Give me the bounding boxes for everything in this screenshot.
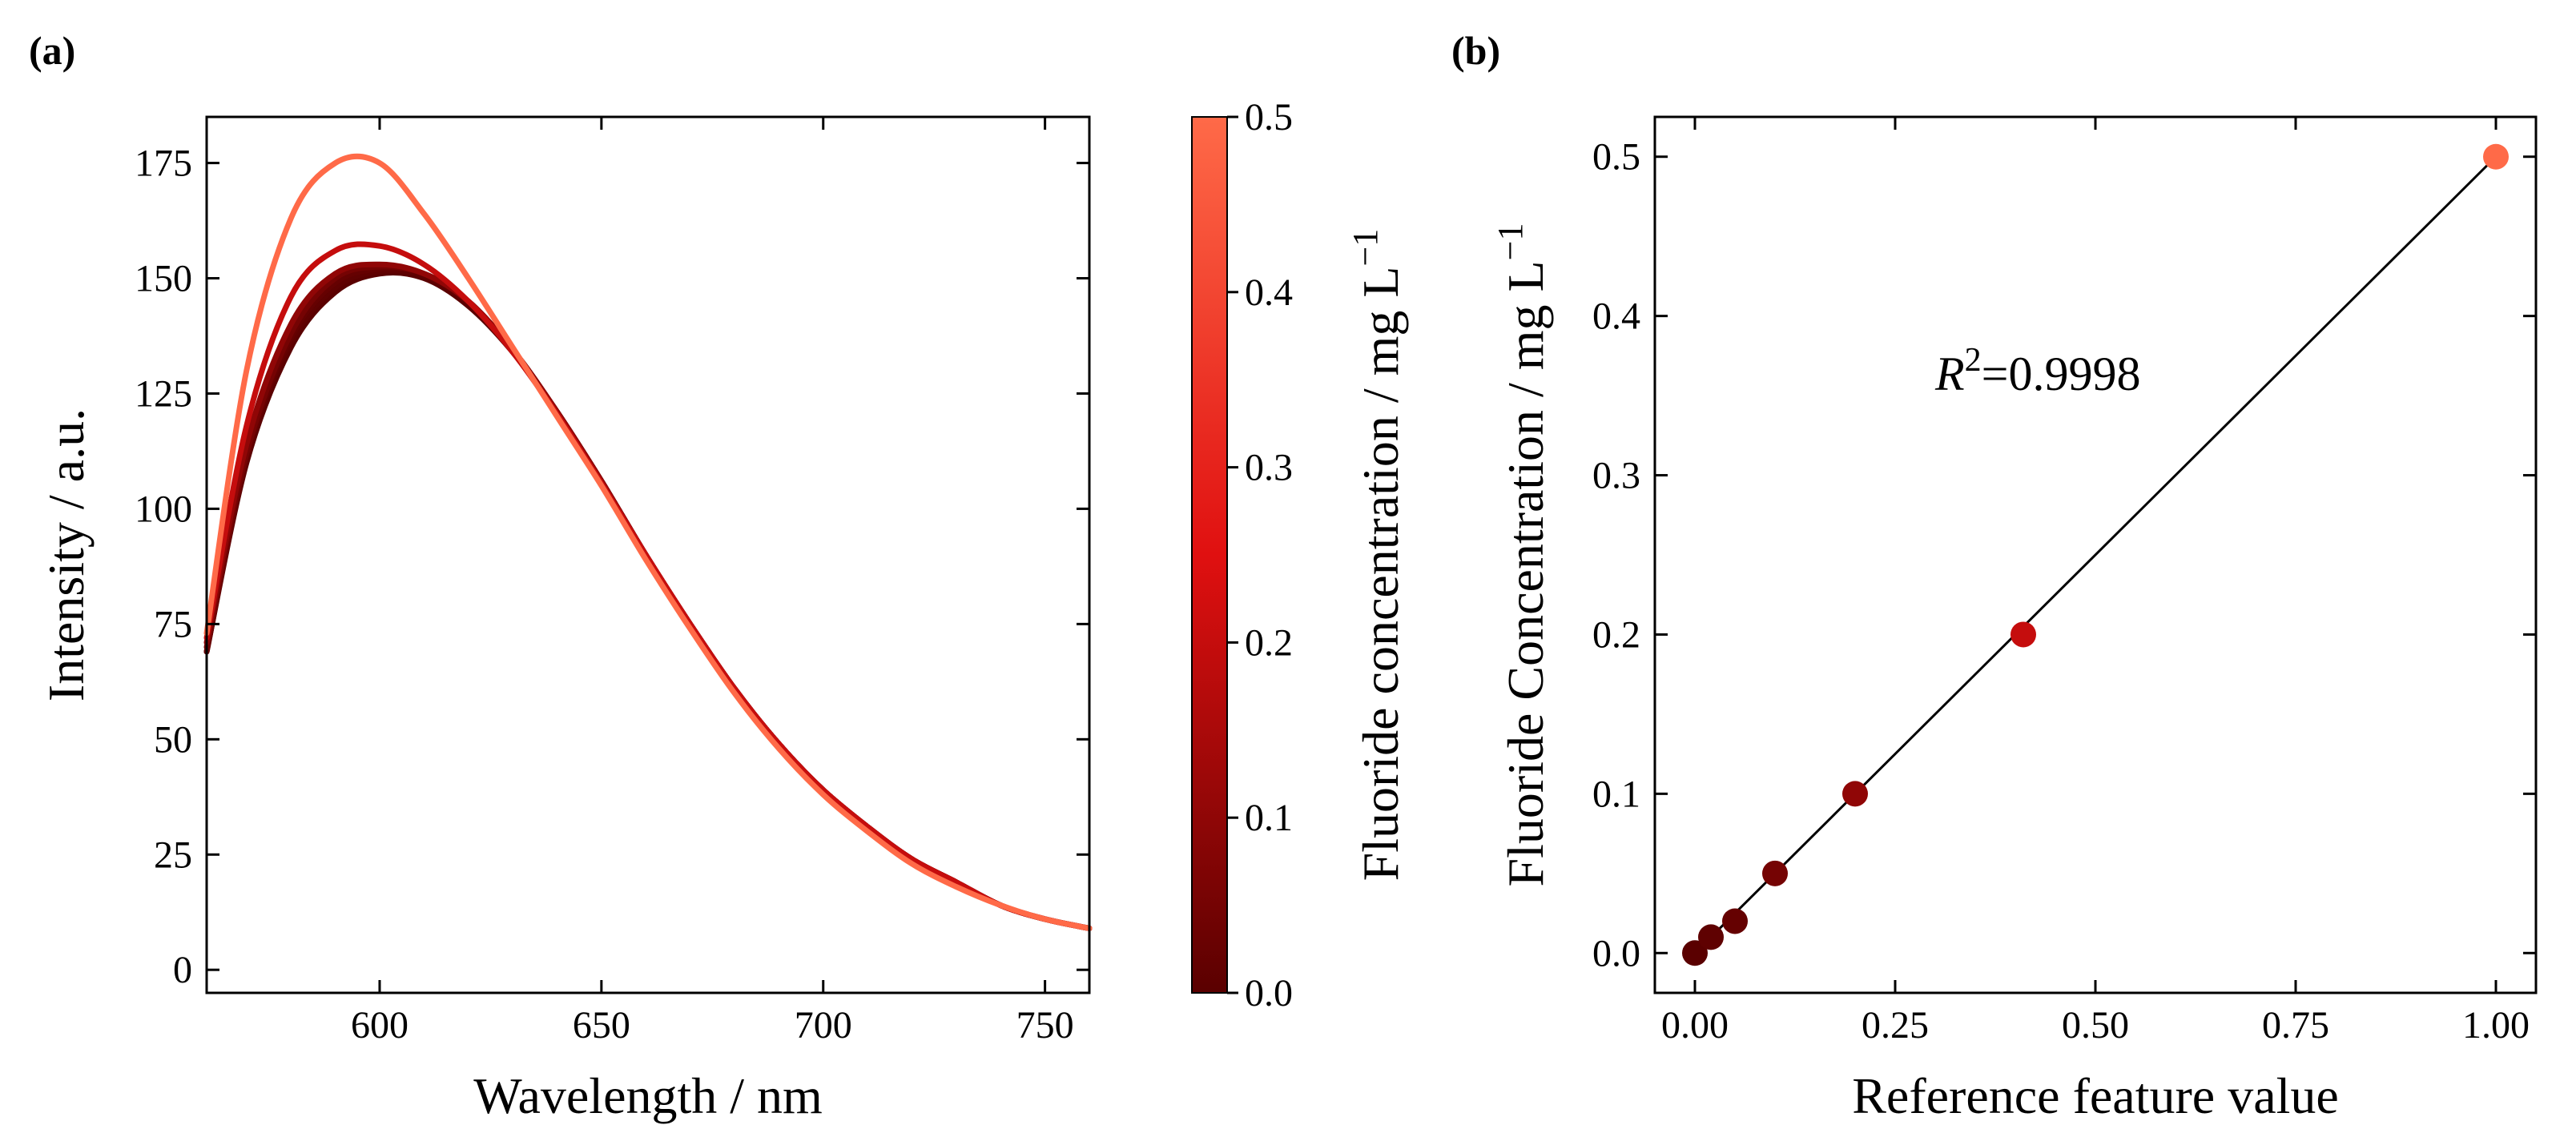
calibration-y-tick-label: 0.2 (1592, 613, 1640, 656)
spectra-chart: 600 650 700 750 0 25 50 75 100 125 150 175 Wavelen… (38, 115, 1093, 1124)
fit-line (1693, 155, 2498, 954)
calibration-x-ticks: 0.00 0.25 0.50 0.75 1.00 (1661, 117, 2530, 1047)
calibration-chart: 0.00 0.25 0.50 0.75 1.00 0.00.10.20.30.40.5 … (1491, 115, 2538, 1124)
calibration-y-axis-label-text: Fluoride Concentration / mg L (1497, 260, 1554, 886)
r-squared-value: =0.9998 (1982, 348, 2141, 400)
spectra-x-ticks: 600 650 700 750 (351, 117, 1074, 1047)
r-squared-superscript: 2 (1965, 342, 1982, 379)
calibration-points (1682, 143, 2509, 966)
colorbar-ticks: 0.0 0.1 0.2 0.3 0.4 0.5 (1227, 96, 1293, 1014)
calibration-y-tick-label: 0.3 (1592, 455, 1640, 497)
colorbar-gradient (1191, 116, 1228, 994)
spectrum-line-0.20 (203, 241, 1093, 931)
calibration-point-2 (1722, 908, 1748, 934)
calibration-x-axis-label: Reference feature value (1852, 1067, 2339, 1124)
r-squared-annotation: R2=0.9998 (1934, 342, 2141, 400)
spectra-y-tick-label: 150 (135, 258, 192, 300)
spectra-plot-frame (205, 115, 1091, 994)
calibration-y-tick-label: 0.1 (1592, 773, 1640, 815)
calibration-y-axis-label: Fluoride Concentration / mg L−1 (1491, 223, 1554, 887)
spectra-y-tick-label: 175 (135, 143, 192, 185)
colorbar-tick-label: 0.1 (1245, 797, 1293, 839)
colorbar-label: Fluoride concentration / mg L−1 (1346, 229, 1409, 882)
spectrum-line-0.05 (203, 263, 1093, 931)
calibration-point-1 (1698, 924, 1724, 950)
calibration-point-3 (1762, 860, 1788, 886)
calibration-x-tick-label: 0.00 (1661, 1004, 1729, 1047)
calibration-y-axis-label-superscript: −1 (1491, 223, 1530, 261)
calibration-y-tick-label: 0.0 (1592, 932, 1640, 974)
colorbar-label-superscript: −1 (1346, 229, 1385, 267)
calibration-x-tick-label: 0.50 (2062, 1004, 2129, 1047)
spectra-y-tick-label: 50 (154, 718, 192, 761)
calibration-point-0 (1682, 940, 1708, 966)
calibration-fit-line (1693, 155, 2498, 954)
colorbar-tick-label: 0.0 (1245, 972, 1293, 1014)
spectra-y-tick-label: 125 (135, 372, 192, 415)
calibration-x-tick-label: 0.25 (1862, 1004, 1929, 1047)
panel-label-a: (a) (29, 28, 75, 73)
spectra-y-ticks: 0 25 50 75 100 125 150 175 (135, 143, 1089, 991)
spectra-y-tick-label: 0 (173, 949, 192, 991)
spectra-y-tick-label: 100 (135, 488, 192, 530)
calibration-point-4 (1842, 781, 1868, 807)
calibration-x-tick-label: 1.00 (2462, 1004, 2530, 1047)
calibration-y-tick-label: 0.5 (1592, 136, 1640, 179)
spectra-y-tick-label: 25 (154, 834, 192, 876)
colorbar: 0.0 0.1 0.2 0.3 0.4 0.5 Fluoride concentratio… (1191, 96, 1409, 1014)
spectrum-line-0.50 (203, 153, 1093, 931)
spectra-x-tick-label: 600 (351, 1004, 409, 1047)
colorbar-label-text: Fluoride concentration / mg L (1352, 267, 1409, 882)
calibration-point-6 (2483, 143, 2509, 170)
calibration-point-5 (2010, 621, 2036, 648)
spectra-y-tick-label: 75 (154, 603, 192, 645)
spectrum-line-0.01 (203, 267, 1093, 931)
spectrum-line-0.00 (203, 270, 1093, 931)
spectrum-line-0.02 (203, 265, 1093, 931)
panel-label-b: (b) (1451, 28, 1500, 73)
colorbar-tick-label: 0.2 (1245, 621, 1293, 664)
colorbar-tick-label: 0.4 (1245, 271, 1293, 314)
calibration-y-ticks: 0.0 0.1 0.2 0.3 0.4 0.5 (1592, 136, 2536, 974)
spectra-x-axis-label: Wavelength / nm (473, 1067, 823, 1124)
calibration-y-tick-label: 0.4 (1592, 295, 1640, 338)
spectra-curves (203, 153, 1093, 931)
colorbar-tick-label: 0.3 (1245, 447, 1293, 489)
calibration-x-tick-label: 0.75 (2262, 1004, 2329, 1047)
colorbar-tick-label: 0.5 (1245, 96, 1293, 139)
spectra-x-tick-label: 750 (1016, 1004, 1074, 1047)
spectra-y-axis-label: Intensity / a.u. (38, 408, 95, 701)
spectrum-line-0.10 (203, 261, 1093, 931)
spectra-x-tick-label: 650 (573, 1004, 630, 1047)
spectra-x-tick-label: 700 (795, 1004, 852, 1047)
r-squared-symbol: R (1934, 348, 1965, 400)
